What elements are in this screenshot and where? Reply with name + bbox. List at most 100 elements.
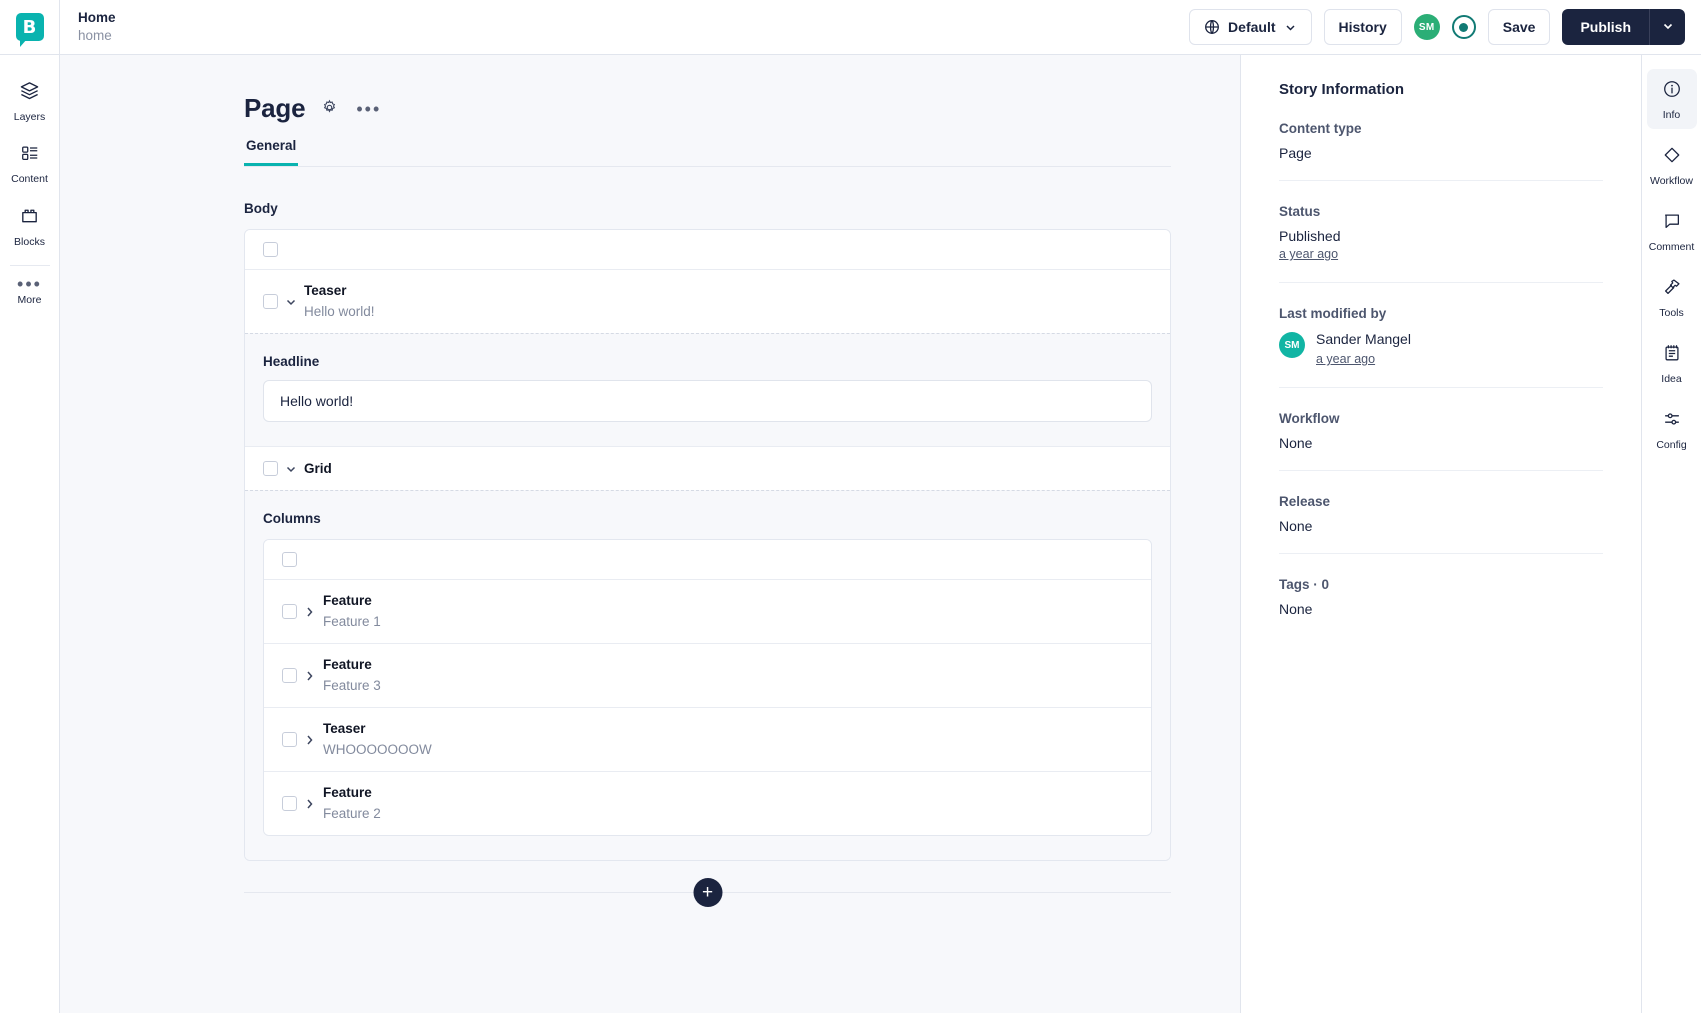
history-button-label: History: [1338, 19, 1387, 35]
left-sidebar: Layers Content Blocks: [0, 55, 60, 1013]
block-subtitle: Hello world!: [304, 304, 375, 319]
right-sidebar-item-label: Config: [1656, 439, 1687, 451]
info-label: Tags · 0: [1279, 577, 1330, 592]
block-name: Feature: [323, 657, 372, 672]
info-label: Status: [1279, 204, 1321, 219]
right-sidebar-item-label: Info: [1662, 109, 1681, 121]
body-blocks-card: Teaser Hello world! Headline: [244, 229, 1171, 861]
right-sidebar-item-workflow[interactable]: Workflow: [1647, 135, 1697, 195]
history-button[interactable]: History: [1323, 9, 1402, 45]
chevron-down-icon[interactable]: [278, 462, 304, 476]
breadcrumb-title: Home: [78, 10, 116, 25]
chevron-right-icon[interactable]: [297, 605, 323, 619]
last-modified-timestamp-link[interactable]: a year ago: [1316, 352, 1376, 366]
info-value: None: [1279, 601, 1313, 617]
chevron-down-icon: [1284, 21, 1297, 34]
grid-nested-fields: Columns: [245, 490, 1170, 860]
publish-options-button[interactable]: [1649, 9, 1685, 45]
block-checkbox[interactable]: [282, 796, 297, 811]
block-checkbox[interactable]: [263, 461, 278, 476]
globe-icon: [1204, 19, 1220, 35]
status-timestamp-link[interactable]: a year ago: [1279, 247, 1339, 261]
block-subtitle: Feature 3: [323, 678, 381, 693]
breadcrumb: Home home: [60, 9, 116, 45]
block-checkbox[interactable]: [263, 294, 278, 309]
user-row: SM Sander Mangel a year ago: [1279, 330, 1603, 368]
comment-icon: [1662, 211, 1682, 236]
panel-title: Story Information: [1279, 81, 1405, 98]
teaser-nested-fields: Headline: [245, 333, 1170, 446]
info-value: None: [1279, 518, 1313, 534]
more-icon: •••: [356, 98, 382, 119]
block-text: Teaser WHOOOOOOOW: [323, 720, 432, 759]
breadcrumb-slug: home: [78, 28, 112, 43]
publish-button-group: Publish: [1562, 9, 1685, 45]
chevron-down-icon[interactable]: [278, 295, 304, 309]
chevron-right-icon[interactable]: [297, 733, 323, 747]
select-all-checkbox[interactable]: [263, 242, 278, 257]
block-name: Feature: [323, 785, 372, 800]
settings-button[interactable]: [319, 97, 340, 121]
avatar: SM: [1279, 332, 1305, 358]
sidebar-item-label: Content: [11, 173, 48, 185]
page-title: Page: [244, 93, 306, 123]
gear-icon: [321, 99, 338, 119]
info-label: Release: [1279, 494, 1331, 509]
chevron-right-icon[interactable]: [297, 669, 323, 683]
add-block-button[interactable]: +: [693, 878, 722, 907]
list-item[interactable]: Teaser WHOOOOOOOW: [264, 707, 1151, 771]
select-all-row: [264, 540, 1151, 579]
columns-blocks-card: Feature Feature 1: [263, 539, 1152, 836]
right-sidebar-item-comment[interactable]: Comment: [1647, 201, 1697, 261]
content-icon: [20, 143, 40, 168]
sliders-icon: [1662, 409, 1682, 434]
publish-button[interactable]: Publish: [1562, 9, 1649, 45]
page-more-options-button[interactable]: •••: [354, 98, 383, 119]
right-sidebar-item-label: Idea: [1661, 373, 1682, 385]
app-logo[interactable]: B: [0, 0, 60, 55]
block-text: Grid: [304, 459, 332, 478]
sidebar-item-more[interactable]: ••• More: [0, 268, 60, 315]
story-information-panel: Story Information Content type Page Stat…: [1241, 55, 1641, 1013]
right-sidebar-item-label: Comment: [1648, 241, 1695, 253]
body-field-label: Body: [244, 201, 278, 216]
block-checkbox[interactable]: [282, 732, 297, 747]
right-sidebar-item-config[interactable]: Config: [1647, 399, 1697, 459]
layers-icon: [19, 80, 40, 106]
main-body: Layers Content Blocks: [0, 55, 1701, 1013]
info-label: Workflow: [1279, 411, 1340, 426]
sidebar-item-content[interactable]: Content: [0, 132, 60, 194]
sidebar-item-label: Blocks: [14, 236, 45, 248]
block-checkbox[interactable]: [282, 604, 297, 619]
body-field-section: Body Teaser H: [244, 201, 1171, 861]
info-block-workflow: Workflow None: [1279, 388, 1603, 471]
list-item[interactable]: Feature Feature 3: [264, 643, 1151, 707]
list-item[interactable]: Feature Feature 1: [264, 579, 1151, 643]
block-text: Feature Feature 3: [323, 656, 381, 695]
chevron-right-icon[interactable]: [297, 797, 323, 811]
sidebar-item-blocks[interactable]: Blocks: [0, 194, 60, 257]
block-checkbox[interactable]: [282, 668, 297, 683]
avatar[interactable]: SM: [1413, 14, 1440, 40]
right-sidebar-item-idea[interactable]: Idea: [1647, 333, 1697, 393]
sidebar-item-layers[interactable]: Layers: [0, 69, 60, 132]
right-sidebar-item-tools[interactable]: Tools: [1647, 267, 1697, 327]
toolbar-actions: Default History SM Save Publish: [1189, 9, 1701, 45]
columns-field-label: Columns: [263, 511, 321, 526]
space-selector-button[interactable]: Default: [1189, 9, 1312, 45]
tab-general[interactable]: General: [244, 138, 299, 166]
storyblok-logo-icon: B: [15, 13, 44, 47]
block-row-teaser[interactable]: Teaser Hello world!: [245, 269, 1170, 333]
list-item[interactable]: Feature Feature 2: [264, 771, 1151, 835]
more-icon: •••: [17, 274, 42, 294]
save-button[interactable]: Save: [1487, 9, 1551, 45]
headline-input[interactable]: [263, 380, 1152, 422]
block-row-grid[interactable]: Grid: [245, 446, 1170, 490]
info-icon: [1662, 79, 1682, 104]
sidebar-item-label: More: [17, 294, 42, 306]
right-sidebar-item-info[interactable]: Info: [1646, 69, 1697, 129]
presence-indicator-icon[interactable]: [1451, 15, 1476, 39]
sidebar-item-label: Layers: [13, 111, 46, 123]
add-block-area: +: [244, 861, 1171, 923]
select-all-checkbox[interactable]: [282, 552, 297, 567]
